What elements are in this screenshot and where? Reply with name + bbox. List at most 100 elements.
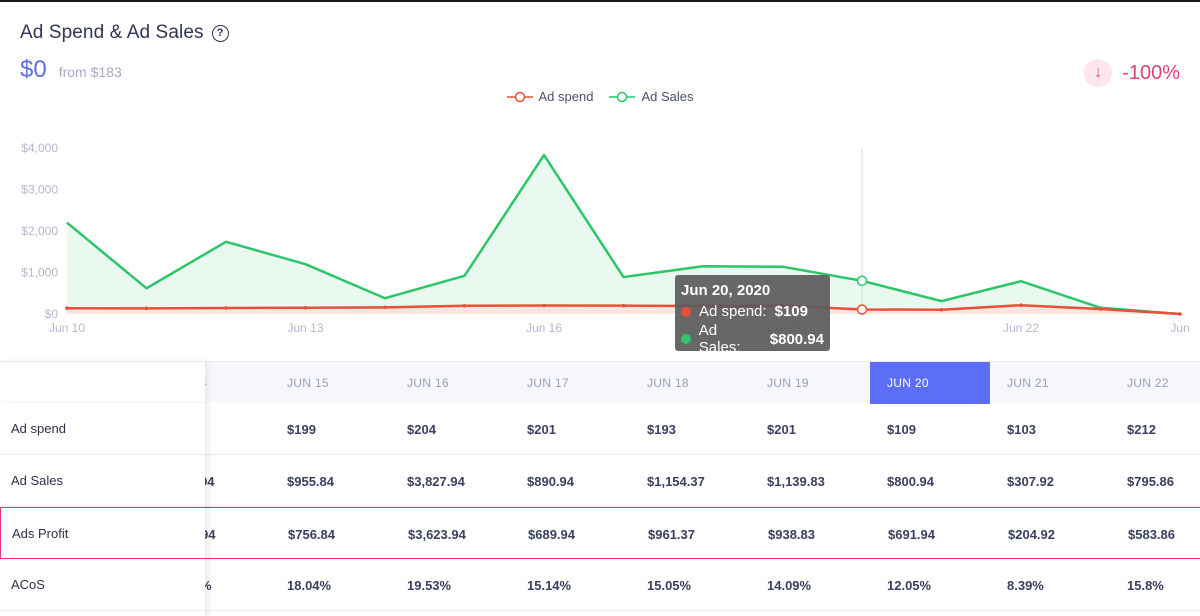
tooltip-spend-value: $109	[774, 303, 808, 320]
table-cell: $103	[1007, 421, 1036, 437]
top-border	[0, 0, 1200, 2]
row-label: ACoS	[0, 559, 205, 611]
table-row: $199 $204 $201 $193 $201 $109 $103 $212	[0, 403, 1200, 455]
ad-spend-point	[1098, 307, 1103, 311]
table-row: % 18.04% 19.53% 15.14% 15.05% 14.09% 12.…	[0, 559, 1200, 611]
column-header[interactable]: JUN 17	[527, 376, 569, 390]
ad-spend-point	[621, 303, 626, 308]
y-tick-label: $0	[45, 307, 59, 321]
table-cell: $201	[527, 421, 556, 437]
chart-legend: Ad spend Ad Sales	[0, 89, 1200, 104]
legend-item-ad-spend[interactable]: Ad spend	[506, 89, 594, 104]
column-header[interactable]: JUN 21	[1007, 376, 1049, 390]
x-tick-label: Jun 13	[287, 321, 323, 335]
column-header[interactable]: JUN 18	[647, 376, 689, 390]
table-cell: 15.14%	[527, 577, 572, 593]
table-cell: $212	[1127, 421, 1156, 437]
table-cell: $204.92	[1008, 526, 1055, 542]
chart-tooltip: Jun 20, 2020 Ad spend: $109 Ad Sales: $8…	[675, 275, 830, 356]
table-cell: $1,154.37	[647, 473, 705, 489]
table-cell: $691.94	[888, 526, 935, 542]
table-cell: $756.84	[288, 526, 335, 542]
table-cell: 14.09%	[767, 577, 812, 593]
data-table: 4 JUN 15 JUN 16 JUN 17 JUN 18 JUN 19 JUN…	[0, 361, 1200, 616]
column-header[interactable]: JUN 19	[767, 376, 809, 390]
table-cell: $193	[647, 421, 676, 437]
tooltip-row-sales: Ad Sales: $800.94	[681, 322, 824, 356]
chart-title: Ad Spend & Ad Sales	[20, 22, 204, 43]
tooltip-date: Jun 20, 2020	[681, 282, 771, 299]
legend-label-sales: Ad Sales	[641, 89, 694, 104]
spend-dot-icon	[681, 306, 691, 317]
legend-label-spend: Ad spend	[538, 89, 594, 104]
tooltip-row-spend: Ad spend: $109	[681, 303, 824, 320]
arrow-down-icon: ↓	[1084, 59, 1113, 87]
table-cell: 19.53%	[407, 577, 452, 593]
frozen-header-cell	[0, 361, 205, 403]
table-row: 94 $955.84 $3,827.94 $890.94 $1,154.37 $…	[0, 455, 1200, 507]
table-cell: 8.39%	[1007, 577, 1044, 593]
y-tick-label: $2,000	[21, 224, 58, 238]
table-cell: $201	[767, 421, 796, 437]
table-cell: 18.04%	[287, 577, 332, 593]
column-header[interactable]: JUN 16	[407, 376, 449, 390]
tooltip-sales-value: $800.94	[769, 330, 824, 348]
change-indicator: ↓ -100%	[1084, 59, 1180, 87]
table-cell: $938.83	[768, 526, 815, 542]
ad-spend-point	[383, 305, 387, 310]
table-cell: $1,139.83	[767, 473, 825, 489]
table-cell: $689.94	[528, 526, 575, 542]
row-label-highlighted: Ads Profit	[0, 507, 205, 559]
change-percent: -100%	[1122, 61, 1180, 84]
table-cell: $583.86	[1128, 526, 1175, 542]
ad-spend-point	[144, 306, 149, 311]
ad-spend-area	[67, 305, 1180, 314]
ad-spend-point	[65, 306, 69, 310]
table-cell: $109	[887, 421, 916, 437]
ad-spend-highlight-point	[856, 304, 868, 315]
tooltip-sales-label: Ad Sales:	[698, 322, 741, 356]
y-tick-label: $1,000	[21, 266, 58, 280]
x-tick-label: Jun 22	[1003, 321, 1039, 335]
row-label: Ad Sales	[0, 455, 205, 507]
question-circle-icon[interactable]: ?	[211, 24, 229, 42]
table-cell: $199	[287, 421, 316, 437]
table-cell: $204	[407, 421, 436, 437]
table-cell: $795.86	[1127, 473, 1174, 489]
table-cell: $955.84	[287, 473, 334, 489]
table-cell: $890.94	[527, 473, 574, 489]
column-header[interactable]: JUN 15	[287, 376, 329, 390]
table-row-highlighted: 94 $756.84 $3,623.94 $689.94 $961.37 $93…	[0, 507, 1200, 559]
y-tick-label: $4,000	[21, 141, 58, 155]
table-cell: 15.8%	[1127, 577, 1164, 593]
previous-value: from $183	[58, 64, 122, 80]
legend-item-ad-sales[interactable]: Ad Sales	[609, 89, 693, 104]
line-chart[interactable]: $0 $1,000 $2,000 $3,000 $4,000 Jun 10 Jun 13 Ju…	[0, 130, 1200, 345]
y-tick-label: $3,000	[21, 183, 58, 197]
ad-spend-point	[224, 306, 228, 310]
table-cell: $3,827.94	[407, 473, 465, 489]
column-header-active[interactable]: JUN 20	[870, 362, 990, 404]
x-tick-label: Jun 10	[49, 321, 85, 335]
sales-dot-icon	[681, 334, 691, 344]
table-cell: $800.94	[887, 473, 934, 489]
ad-sales-area	[67, 155, 1180, 314]
summary-value: $0 from $183	[20, 56, 122, 84]
ad-spend-point	[939, 307, 944, 312]
x-tick-label: Jun	[1170, 321, 1189, 335]
frozen-label-column: Ad spend Ad Sales Ads Profit ACoS	[0, 403, 205, 616]
table-cell: $961.37	[648, 526, 695, 542]
row-label: Ad spend	[0, 403, 205, 455]
legend-marker-spend-icon	[506, 91, 533, 102]
ad-sales-highlight-point	[856, 275, 868, 287]
chart-header: Ad Spend & Ad Sales ?	[20, 22, 229, 44]
table-cell-partial: %	[200, 577, 212, 593]
table-cell: $307.92	[1007, 473, 1054, 489]
column-header[interactable]: JUN 22	[1127, 376, 1169, 390]
ad-spend-point	[303, 305, 308, 310]
ad-spend-point	[542, 303, 546, 308]
ad-spend-point	[1019, 303, 1023, 308]
tooltip-spend-label: Ad spend:	[699, 303, 767, 320]
current-value: $0	[20, 56, 47, 83]
table-cell: 12.05%	[887, 577, 932, 593]
